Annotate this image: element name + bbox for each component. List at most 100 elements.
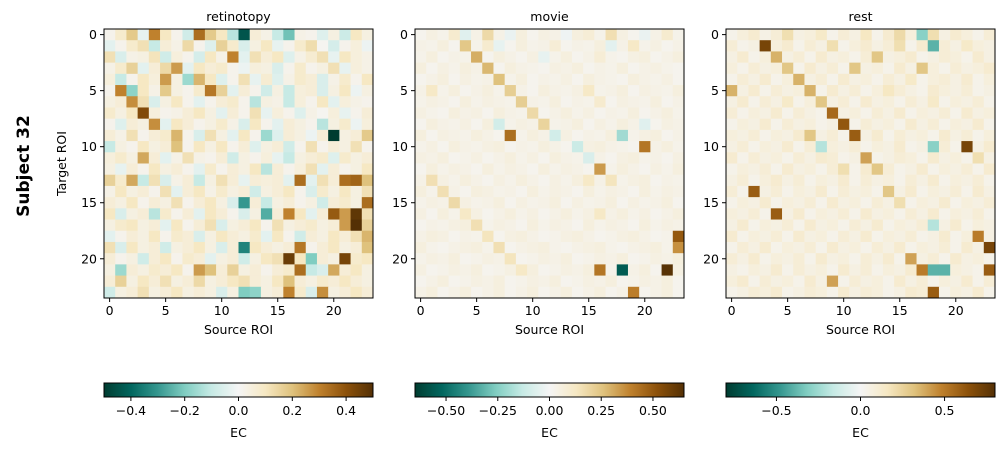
heatmap-cell: [759, 174, 772, 187]
heatmap-cell: [748, 96, 761, 108]
heatmap-cell: [672, 174, 685, 187]
heatmap-cell: [459, 286, 472, 299]
heatmap-cell: [182, 174, 195, 187]
heatmap-cell: [272, 241, 284, 254]
heatmap-cell: [905, 96, 917, 108]
heatmap-cell: [793, 51, 805, 64]
heatmap-cell: [527, 264, 539, 276]
heatmap-cell: [927, 29, 940, 41]
heatmap-cell: [627, 107, 640, 120]
heatmap-cell: [560, 129, 573, 142]
heatmap-cell: [849, 185, 861, 198]
heatmap-cell: [238, 73, 251, 86]
heatmap-cell: [515, 107, 528, 120]
heatmap-cell: [426, 253, 438, 265]
heatmap-cell: [826, 96, 839, 108]
heatmap-cell: [661, 197, 674, 209]
heatmap-cell: [493, 85, 506, 97]
heatmap-cell: [815, 129, 828, 142]
heatmap-cell: [538, 185, 550, 198]
heatmap-cell: [661, 185, 674, 198]
heatmap-cell: [616, 29, 629, 41]
heatmap-cell: [770, 51, 783, 64]
heatmap-cell: [583, 40, 595, 52]
heatmap-cell: [560, 51, 573, 64]
heatmap-cell: [216, 185, 228, 198]
heatmap-cell: [560, 152, 573, 164]
heatmap-cell: [204, 286, 217, 299]
heatmap-cell: [316, 264, 329, 276]
heatmap-cell: [193, 141, 206, 153]
heatmap-cell: [594, 141, 606, 153]
heatmap-cell: [437, 62, 450, 75]
heatmap-cell: [339, 51, 351, 64]
heatmap-cell: [493, 129, 506, 142]
heatmap-cell: [283, 85, 295, 97]
heatmap-cell: [560, 208, 573, 220]
heatmap-cell: [661, 51, 674, 64]
heatmap-cell: [459, 152, 472, 164]
heatmap-cell: [193, 275, 206, 288]
heatmap-cell: [804, 96, 817, 108]
heatmap-cell: [294, 85, 307, 97]
heatmap-cell: [860, 230, 873, 243]
heatmap-cell: [882, 118, 895, 131]
heatmap-cell: [560, 275, 573, 288]
heatmap-cell: [571, 230, 584, 243]
heatmap-cell: [793, 230, 805, 243]
heatmap-cell: [804, 118, 817, 131]
heatmap-cell: [616, 208, 629, 220]
heatmap-cell: [938, 275, 951, 288]
heatmap-cell: [983, 62, 996, 75]
heatmap-cell: [882, 141, 895, 153]
heatmap-cell: [927, 96, 940, 108]
panel-title: retinotopy: [206, 9, 271, 24]
heatmap-cell: [160, 141, 172, 153]
heatmap-cell: [950, 185, 962, 198]
heatmap-cell: [171, 85, 183, 97]
heatmap-cell: [815, 141, 828, 153]
heatmap-cell: [560, 141, 573, 153]
heatmap-cell: [527, 29, 539, 41]
heatmap-cell: [204, 230, 217, 243]
heatmap-cell: [661, 163, 674, 176]
x-tick-label: 5: [162, 303, 170, 318]
heatmap-cell: [316, 62, 329, 75]
heatmap-cell: [216, 152, 228, 164]
heatmap-cell: [249, 275, 262, 288]
heatmap-cell: [871, 253, 884, 265]
heatmap-cell: [983, 73, 996, 86]
heatmap-cell: [126, 275, 139, 288]
heatmap-cell: [459, 219, 472, 232]
x-tick-label: 5: [784, 303, 792, 318]
heatmap-cell: [905, 197, 917, 209]
heatmap-cell: [415, 286, 427, 299]
heatmap-cell: [104, 62, 116, 75]
heatmap-cell: [616, 96, 629, 108]
heatmap-cell: [782, 141, 794, 153]
heatmap-cell: [983, 286, 996, 299]
x-tick-label: 0: [106, 303, 114, 318]
heatmap-cell: [104, 197, 116, 209]
heatmap-cell: [972, 96, 985, 108]
heatmap-cell: [605, 29, 618, 41]
heatmap-cell: [583, 51, 595, 64]
colorbar-gradient: [415, 383, 684, 397]
heatmap-cell: [493, 96, 506, 108]
heatmap-cell: [160, 96, 172, 108]
heatmap-cell: [770, 208, 783, 220]
heatmap-cell: [328, 40, 340, 52]
heatmap-cell: [815, 253, 828, 265]
heatmap-cell: [316, 275, 329, 288]
heatmap-cell: [594, 29, 606, 41]
heatmap-cell: [171, 185, 183, 198]
heatmap-cell: [339, 197, 351, 209]
heatmap-cell: [437, 185, 450, 198]
heatmap-cell: [137, 40, 150, 52]
heatmap-cell: [849, 141, 861, 153]
heatmap-cell: [672, 96, 685, 108]
heatmap-cell: [726, 96, 738, 108]
x-tick-label: 20: [637, 303, 653, 318]
heatmap-cell: [493, 163, 506, 176]
heatmap-cell: [871, 73, 884, 86]
